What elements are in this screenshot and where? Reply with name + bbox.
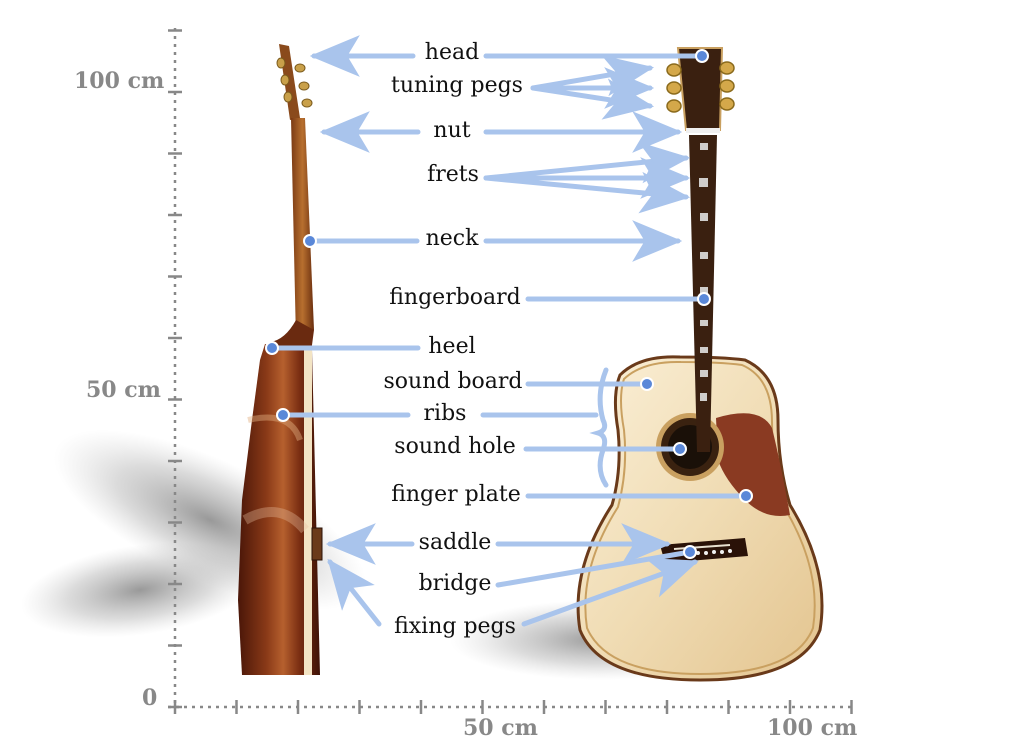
label-saddle: saddle [418, 530, 492, 555]
leader-lines [269, 35, 748, 627]
x-scale-label-100: 100 cm [767, 715, 858, 741]
y-scale-label-100: 100 cm [74, 68, 165, 94]
label-finger-plate: finger plate [391, 482, 521, 507]
scale-axes [168, 28, 853, 714]
label-frets: frets [427, 162, 479, 187]
y-scale-label-0: 0 [142, 685, 158, 711]
leader-dots [265, 49, 753, 559]
label-bridge: bridge [418, 571, 492, 596]
label-heel: heel [428, 334, 476, 359]
label-ribs: ribs [423, 401, 467, 426]
label-fingerboard: fingerboard [389, 285, 521, 310]
x-scale-label-50: 50 cm [463, 715, 538, 741]
y-scale-label-50: 50 cm [86, 377, 161, 403]
ribs-brace [589, 367, 609, 488]
label-nut: nut [433, 118, 471, 143]
label-neck: neck [425, 226, 479, 251]
label-head: head [424, 40, 480, 65]
label-sound-hole: sound hole [394, 434, 516, 459]
guitar-side-view [238, 44, 323, 675]
label-fixing-pegs: fixing pegs [394, 614, 516, 639]
label-tuning-pegs: tuning pegs [391, 73, 523, 98]
guitar-front-view [576, 47, 824, 682]
label-sound-board: sound board [383, 369, 523, 394]
